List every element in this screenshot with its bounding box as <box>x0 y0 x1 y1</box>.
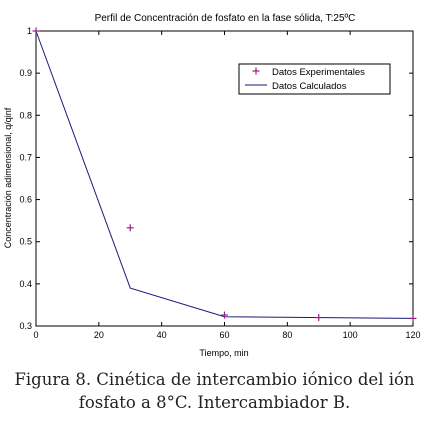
y-tick-label: 0.8 <box>19 110 32 120</box>
y-axis-label: Concentración adimensional, q/qinf <box>3 107 13 248</box>
y-tick-label: 0.5 <box>19 237 32 247</box>
x-tick-label: 100 <box>343 330 358 340</box>
y-tick-label: 0.3 <box>19 321 32 331</box>
chart: Perfil de Concentración de fosfato en la… <box>3 13 421 358</box>
y-tick-label: 1 <box>27 26 32 36</box>
data-point-experimental <box>221 311 228 319</box>
legend-plus-marker <box>252 67 260 75</box>
x-tick-label: 80 <box>282 330 292 340</box>
data-point-experimental <box>409 314 417 322</box>
legend-label-experimental: Datos Experimentales <box>272 67 365 78</box>
x-tick-label: 40 <box>157 330 167 340</box>
chart-title: Perfil de Concentración de fosfato en la… <box>95 13 356 24</box>
caption-line-2: fosfato a 8°C. Intercambiador B. <box>78 393 351 412</box>
legend-label-calculated: Datos Calculados <box>272 81 347 92</box>
x-tick-label: 20 <box>94 330 104 340</box>
legend-box <box>238 63 391 95</box>
data-point-experimental <box>126 224 134 232</box>
x-tick-label: 0 <box>33 330 38 340</box>
y-tick-label: 0.9 <box>19 68 32 78</box>
y-tick-label: 0.4 <box>19 279 32 289</box>
y-tick-label: 0.6 <box>19 195 32 205</box>
x-tick-label: 120 <box>405 330 420 340</box>
x-axis: 0 20 40 60 80 100 120 <box>33 31 421 340</box>
x-axis-label: Tiempo, min <box>199 348 248 358</box>
caption-line-1: Figura 8. Cinética de intercambio iónico… <box>14 370 415 389</box>
y-tick-label: 0.7 <box>19 152 32 162</box>
data-point-experimental <box>315 314 323 322</box>
figure-caption: Figura 8. Cinética de intercambio iónico… <box>0 368 429 414</box>
x-tick-label: 60 <box>219 330 229 340</box>
series-layer <box>32 27 417 322</box>
legend: Datos Experimentales Datos Calculados <box>238 63 391 95</box>
legend-marker-experimental <box>252 67 260 75</box>
data-point-experimental <box>32 27 40 35</box>
